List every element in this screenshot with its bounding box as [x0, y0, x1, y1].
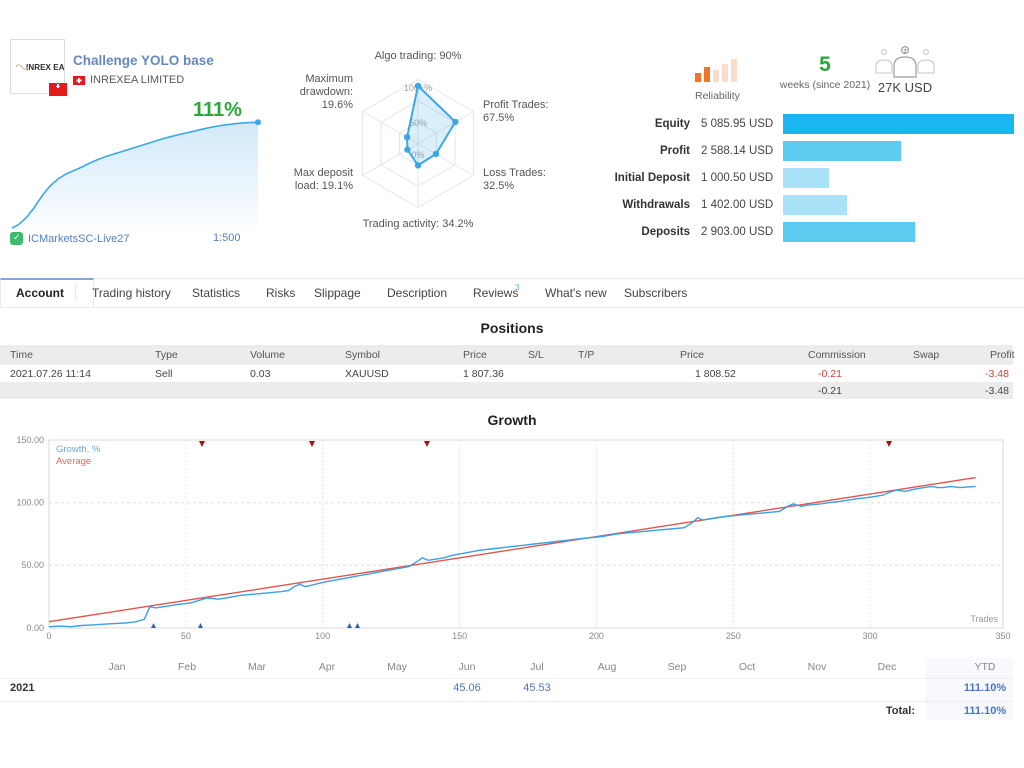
svg-text:Profit Trades:: Profit Trades:: [483, 99, 548, 111]
svg-text:50: 50: [181, 631, 191, 641]
svg-text:0: 0: [46, 631, 51, 641]
svg-text:200: 200: [589, 631, 604, 641]
svg-text:150: 150: [452, 631, 467, 641]
svg-text:19.6%: 19.6%: [322, 99, 353, 111]
svg-text:Trades: Trades: [970, 614, 998, 624]
svg-text:100: 100: [315, 631, 330, 641]
svg-text:Average: Average: [56, 456, 91, 467]
svg-text:drawdown:: drawdown:: [300, 86, 353, 98]
svg-text:350: 350: [995, 631, 1010, 641]
svg-text:0.00: 0.00: [26, 623, 44, 633]
svg-text:300: 300: [863, 631, 878, 641]
svg-text:100.00: 100.00: [16, 498, 44, 508]
svg-text:50.00: 50.00: [21, 560, 44, 570]
svg-text:Growth, %: Growth, %: [56, 444, 101, 455]
svg-text:7: 7: [903, 49, 907, 56]
svg-text:250: 250: [726, 631, 741, 641]
svg-text:Maximum: Maximum: [305, 73, 353, 85]
svg-text:Algo trading: 90%: Algo trading: 90%: [375, 50, 462, 62]
svg-text:150.00: 150.00: [16, 435, 44, 445]
